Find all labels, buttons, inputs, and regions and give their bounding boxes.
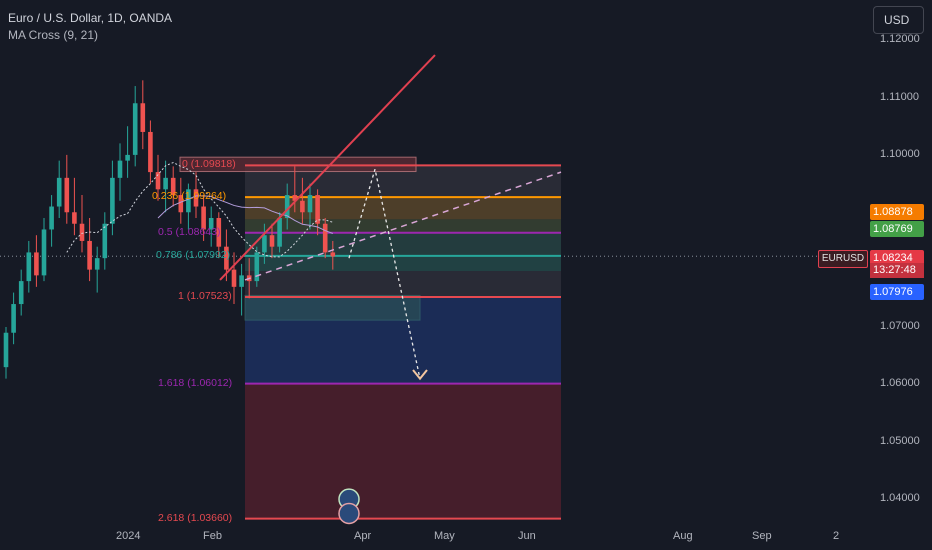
candle-body	[254, 252, 260, 282]
demand-box	[244, 294, 421, 321]
price-tick: 1.12000	[880, 33, 920, 46]
fib-label: 0.236 (1.09264)	[152, 190, 227, 203]
time-tick: Aug	[673, 530, 693, 542]
candle-body	[269, 235, 275, 247]
zone-618	[245, 232, 561, 256]
time-tick: Sep	[752, 530, 772, 542]
drawings[interactable]	[219, 54, 562, 525]
time-tick: 2024	[116, 530, 141, 542]
candle-body	[284, 195, 290, 218]
fib-label: 2.618 (1.03660)	[158, 511, 233, 524]
candle-body	[125, 154, 130, 161]
fibonacci-levels[interactable]	[245, 164, 561, 520]
candle-body	[26, 252, 32, 282]
arrow-head	[412, 369, 428, 381]
candle-body	[170, 177, 176, 196]
candle-body	[11, 304, 16, 333]
candle-body	[300, 200, 305, 213]
candle-body	[102, 223, 108, 259]
trend-line-up	[219, 54, 436, 281]
zone-786	[245, 255, 561, 272]
moving-averages	[66, 161, 333, 258]
candle-body	[49, 206, 54, 230]
candle-body	[330, 252, 336, 257]
fib-label: 0.5 (1.08643)	[158, 225, 221, 238]
candle-body	[239, 275, 244, 287]
candle-body	[56, 177, 62, 207]
candle-body	[117, 160, 123, 178]
ma-slow-line	[157, 195, 333, 234]
currency-button[interactable]: USD	[873, 6, 924, 34]
candle-body	[94, 258, 100, 270]
ma-fast-line	[66, 161, 333, 258]
price-tag: 1.08878	[870, 204, 924, 220]
price-tick: 1.11000	[880, 90, 919, 103]
candle-body	[178, 195, 184, 213]
candle-body	[3, 332, 9, 368]
bar-countdown: 13:27:48	[870, 263, 924, 278]
candle-body	[72, 212, 77, 224]
fib-label: 0 (1.09818)	[182, 158, 236, 171]
symbol-title: Euro / U.S. Dollar, 1D, OANDA	[8, 11, 173, 25]
price-tick: 1.07000	[880, 320, 920, 332]
event-badge-2	[338, 502, 360, 525]
time-tick: May	[434, 530, 455, 542]
candles	[3, 80, 336, 379]
candle-body	[34, 252, 39, 276]
price-tick: 1.05000	[880, 434, 920, 447]
candle-body	[292, 195, 298, 201]
candle-body	[201, 206, 206, 230]
candle-body	[208, 218, 214, 230]
price-tag: 1.08769	[870, 221, 924, 237]
time-tick: Apr	[354, 530, 372, 542]
candle-body	[110, 177, 115, 224]
time-tick: Feb	[203, 530, 222, 542]
candle-body	[132, 103, 138, 155]
candle-body	[307, 195, 313, 213]
fib-label: 0.786 (1.07992)	[156, 248, 231, 261]
candle-body	[216, 218, 222, 247]
candle-body	[262, 235, 267, 253]
zone-236	[245, 197, 561, 220]
projection-path	[348, 169, 421, 379]
candle-body	[193, 189, 199, 207]
candle-body	[277, 218, 282, 247]
price-tag: 1.07976	[870, 284, 924, 300]
price-tick: 1.06000	[880, 377, 920, 390]
time-tick: 2	[833, 530, 840, 542]
candle-body	[155, 172, 161, 190]
chart-legend: Euro / U.S. Dollar, 1D, OANDA MA Cross (…	[8, 10, 172, 44]
trend-line-dashed	[244, 171, 562, 281]
candle-body	[322, 223, 328, 253]
candle-body	[79, 223, 85, 241]
candle-body	[315, 195, 320, 224]
price-tick: 1.04000	[880, 492, 920, 505]
candle-body	[140, 103, 146, 132]
candle-body	[64, 177, 70, 213]
zone-ext-red	[245, 383, 561, 519]
indicator-label[interactable]: MA Cross (9, 21)	[8, 28, 99, 42]
price-axis[interactable]: 1.12000 1.11000 1.10000 1.07000 1.06000 1.050…	[868, 0, 932, 550]
price-tick: 1.10000	[880, 147, 920, 160]
candle-body	[18, 281, 24, 305]
time-tick: Jun	[518, 530, 536, 542]
fib-label: 1 (1.07523)	[178, 289, 232, 302]
candle-body	[186, 189, 191, 213]
symbol-price-tag: EURUSD	[818, 250, 868, 268]
candle-body	[163, 177, 168, 190]
candle-body	[148, 131, 153, 173]
candle-body	[231, 269, 237, 287]
fib-label: 1.618 (1.06012)	[158, 376, 233, 389]
projection-zones	[179, 156, 561, 519]
price-tag: 1.08234	[870, 250, 924, 266]
candle-body	[224, 246, 229, 270]
candle-body	[87, 240, 92, 270]
candle-body	[41, 229, 47, 276]
